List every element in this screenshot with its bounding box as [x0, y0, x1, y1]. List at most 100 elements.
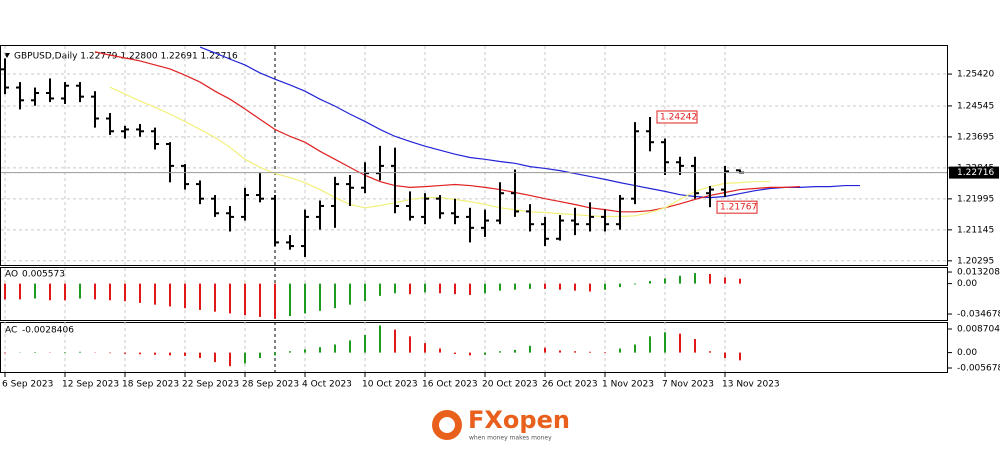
histogram-bar	[469, 352, 471, 356]
annotation-label: 1.21767	[720, 203, 757, 213]
histogram-bar	[364, 283, 366, 302]
price-panel-frame	[0, 45, 948, 266]
x-tick-label: 10 Oct 2023	[362, 380, 418, 390]
histogram-bar	[49, 283, 51, 301]
histogram-bar	[259, 352, 261, 359]
logo: FXopen when money makes money	[432, 406, 570, 442]
histogram-bar	[484, 283, 486, 294]
ao-panel-frame	[0, 267, 948, 321]
y-tick-label: 0.00	[957, 279, 977, 289]
histogram-bar	[559, 283, 561, 290]
histogram-bar	[154, 352, 156, 355]
histogram-bar	[64, 283, 66, 301]
histogram-bar	[424, 343, 426, 353]
histogram-bar	[274, 283, 276, 319]
histogram-bar	[724, 277, 726, 284]
histogram-bar	[559, 350, 561, 353]
histogram-bar	[139, 283, 141, 303]
histogram-bar	[499, 283, 501, 291]
histogram-bar	[514, 283, 516, 290]
histogram-bar	[19, 283, 21, 300]
histogram-bar	[124, 352, 126, 354]
y-tick-label: 1.25420	[957, 70, 994, 80]
histogram-bar	[184, 352, 186, 356]
x-tick-label: 4 Oct 2023	[302, 380, 352, 390]
x-tick-label: 12 Sep 2023	[62, 380, 119, 390]
histogram-bar	[349, 340, 351, 353]
histogram-bar	[619, 348, 621, 353]
histogram-bar	[469, 283, 471, 296]
histogram-bar	[709, 351, 711, 353]
histogram-bar	[124, 283, 126, 302]
histogram-bar	[724, 352, 726, 359]
y-tick-label: 1.21145	[957, 225, 994, 235]
histogram-bar	[619, 283, 621, 288]
histogram-bar	[34, 283, 36, 299]
histogram-bar	[634, 344, 636, 353]
histogram-bar	[709, 273, 711, 284]
histogram-bar	[664, 332, 666, 353]
current-price-label: 1.22716	[957, 168, 994, 178]
histogram-bar	[244, 283, 246, 316]
histogram-bar	[34, 352, 36, 353]
histogram-bar	[529, 345, 531, 353]
plot-area	[1, 46, 947, 372]
histogram-bar	[694, 273, 696, 284]
histogram-bar	[109, 352, 111, 354]
histogram-bar	[679, 333, 681, 353]
histogram-bar	[589, 351, 591, 353]
histogram-bar	[304, 283, 306, 314]
logo-icon-inner	[439, 417, 455, 433]
y-tick-label: 1.20295	[957, 256, 994, 266]
x-tick-label: 28 Sep 2023	[242, 380, 299, 390]
y-tick-label: -0.034678	[957, 310, 1000, 320]
y-tick-label: -0.005678	[957, 364, 1000, 374]
ac-value: -0.0028406	[22, 326, 74, 336]
histogram-bar	[334, 344, 336, 353]
y-tick-label: 1.21995	[957, 194, 994, 204]
histogram-bar	[424, 283, 426, 293]
histogram-bar	[649, 280, 651, 284]
x-tick-label: 18 Sep 2023	[122, 380, 179, 390]
histogram-bar	[679, 275, 681, 284]
histogram-bar	[409, 283, 411, 295]
logo-tagline: when money makes money	[469, 435, 552, 442]
histogram-bar	[4, 352, 6, 354]
x-tick-label: 1 Nov 2023	[602, 380, 654, 390]
histogram-bar	[529, 283, 531, 289]
histogram-bar	[319, 283, 321, 311]
x-tick-label: 7 Nov 2023	[662, 380, 714, 390]
histogram-bar	[574, 283, 576, 291]
histogram-bar	[439, 283, 441, 294]
histogram-bar	[349, 283, 351, 305]
x-tick-label: 13 Nov 2023	[722, 380, 780, 390]
histogram-bar	[439, 348, 441, 353]
histogram-bar	[379, 325, 381, 353]
histogram-bar	[514, 349, 516, 353]
histogram-bar	[259, 283, 261, 317]
histogram-bar	[154, 283, 156, 305]
x-tick-label: 20 Oct 2023	[482, 380, 538, 390]
histogram-bar	[739, 278, 741, 284]
x-tick-label: 16 Oct 2023	[422, 380, 478, 390]
y-tick-label: 0.013208	[957, 268, 1000, 278]
histogram-bar	[379, 283, 381, 296]
histogram-bar	[739, 352, 741, 361]
y-tick-label: 0.00	[957, 348, 977, 358]
x-tick-label: 6 Sep 2023	[2, 380, 53, 390]
y-tick-label: 1.24545	[957, 101, 994, 111]
ac-label: AC	[5, 326, 17, 336]
histogram-bar	[574, 351, 576, 353]
histogram-bar	[229, 283, 231, 314]
histogram-bar	[664, 278, 666, 284]
y-tick-label: 0.008704	[957, 325, 1000, 335]
y-tick-label: 1.23695	[957, 132, 994, 142]
histogram-bar	[454, 352, 456, 354]
histogram-bar	[394, 329, 396, 353]
histogram-bar	[139, 352, 141, 355]
histogram-bar	[169, 352, 171, 356]
histogram-bar	[604, 283, 606, 290]
ac-panel-frame	[0, 322, 948, 373]
